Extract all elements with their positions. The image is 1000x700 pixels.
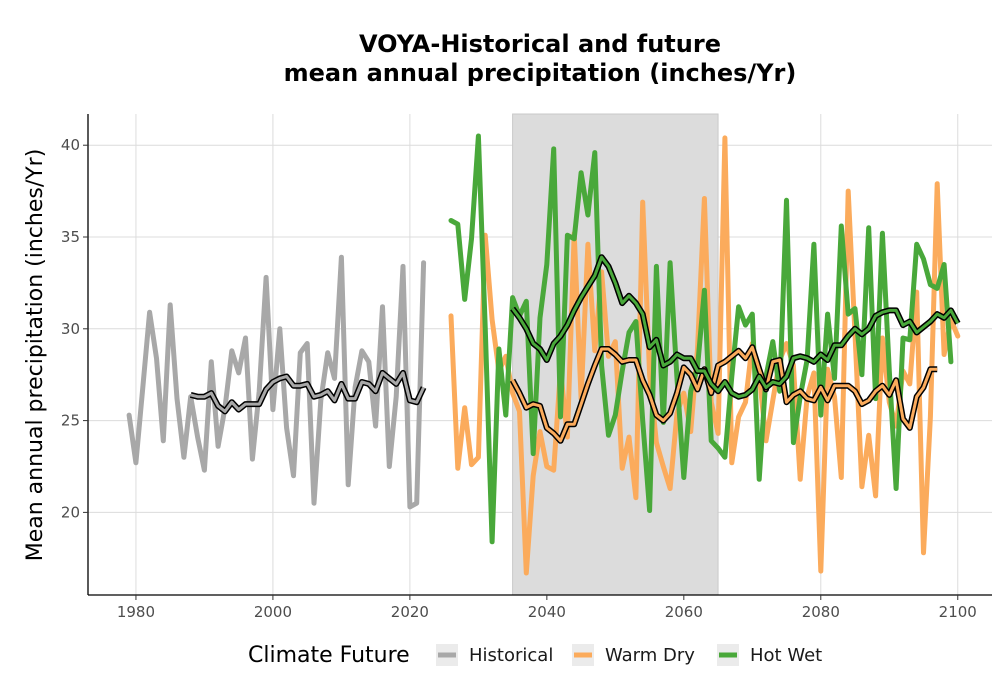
x-tick-label-2080: 2080 bbox=[802, 603, 840, 621]
smooth-line-hot-wet bbox=[511, 255, 960, 399]
legend: Climate Future Historical Warm Dry Hot Wet bbox=[248, 643, 822, 668]
y-tick-label-25: 25 bbox=[61, 412, 80, 430]
y-axis-title: Mean annual precipitation (inches/Yr) bbox=[23, 149, 48, 562]
legend-label-warm-dry: Warm Dry bbox=[605, 645, 695, 666]
legend-title: Climate Future bbox=[248, 643, 410, 668]
legend-label-historical: Historical bbox=[469, 645, 553, 666]
x-tick-label-2100: 2100 bbox=[939, 603, 977, 621]
y-tick-label-35: 35 bbox=[61, 228, 80, 246]
x-tick-label-2060: 2060 bbox=[665, 603, 703, 621]
x-tick-label-2040: 2040 bbox=[528, 603, 566, 621]
x-tick-label-2020: 2020 bbox=[391, 603, 429, 621]
chart-title: VOYA-Historical and future mean annual p… bbox=[88, 30, 992, 88]
x-tick-label-1980: 1980 bbox=[117, 603, 155, 621]
chart-title-line-1: VOYA-Historical and future bbox=[359, 30, 721, 58]
y-tick-label-40: 40 bbox=[61, 136, 80, 154]
chart-title-line-2: mean annual precipitation (inches/Yr) bbox=[283, 59, 797, 87]
smooth-line-warm-dry bbox=[511, 345, 938, 443]
x-tick-label-2000: 2000 bbox=[254, 603, 292, 621]
y-tick-label-30: 30 bbox=[61, 320, 80, 338]
series-line-historical bbox=[126, 254, 427, 510]
y-tick-label-20: 20 bbox=[61, 503, 80, 521]
axis-ticks: 1980 2000 2020 2040 2060 2080 2100 20 25 30 35 40 bbox=[61, 136, 977, 621]
series-line-warm-dry bbox=[448, 135, 961, 576]
series-layer bbox=[126, 133, 961, 576]
legend-items: Historical Warm Dry Hot Wet bbox=[436, 644, 822, 666]
legend-label-hot-wet: Hot Wet bbox=[750, 645, 822, 666]
smooth-line-historical bbox=[190, 371, 425, 413]
series-line-hot-wet bbox=[448, 133, 954, 545]
